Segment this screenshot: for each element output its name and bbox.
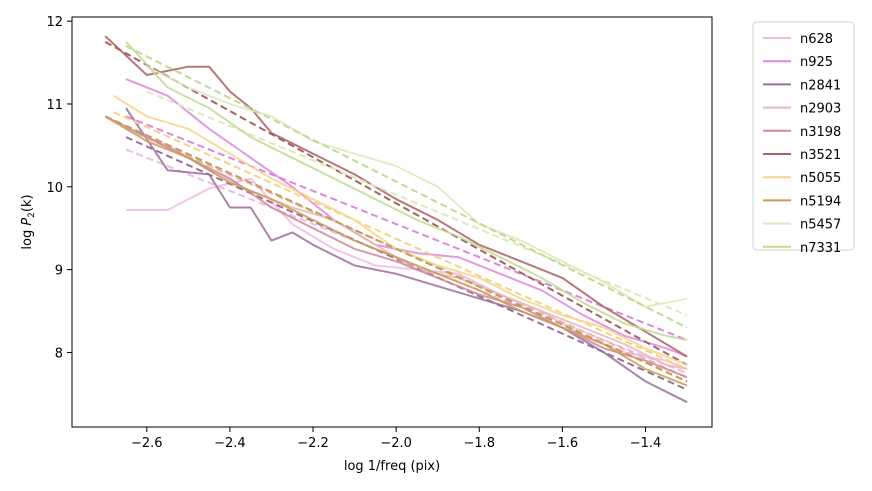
fit-line-n2841 (125, 136, 688, 391)
y-tick-label: 10 (46, 181, 63, 196)
x-axis-label: log 1/freq (pix) (344, 459, 440, 474)
series-line-n7331 (125, 41, 688, 341)
legend-label-n2903: n2903 (800, 102, 841, 117)
fit-line-n5457 (146, 90, 688, 317)
series-line-n2841 (125, 107, 688, 404)
series-line-n5457 (146, 65, 688, 308)
legend-label-n5055: n5055 (800, 171, 841, 186)
legend-label-n925: n925 (800, 55, 833, 70)
series-line-n3198 (104, 115, 688, 379)
x-tick-label: −1.6 (547, 436, 579, 451)
series-line-n925 (125, 78, 688, 358)
y-axis-label-arg: (k) (20, 194, 35, 212)
legend-label-n3521: n3521 (800, 148, 841, 163)
y-axis-label: log P2(k) (20, 194, 37, 249)
legend-box (752, 21, 855, 251)
fit-line-n5055 (113, 111, 688, 370)
series-layer (104, 35, 688, 404)
x-tick-label: −1.8 (463, 436, 495, 451)
fit-line-n925 (125, 115, 688, 341)
x-tick-label: −2.0 (380, 436, 412, 451)
x-tick-label: −2.6 (131, 436, 163, 451)
y-axis: 8 9 10 11 12 (46, 15, 72, 361)
series-line-n5194 (104, 115, 688, 387)
fit-line-n3521 (104, 40, 688, 366)
legend-label-n5457: n5457 (800, 218, 841, 233)
legend-label-n628: n628 (800, 32, 833, 47)
x-tick-label: −1.4 (630, 436, 662, 451)
fit-line-n7331 (125, 45, 688, 329)
plot-frame (71, 16, 713, 428)
x-tick-label: −2.2 (297, 436, 329, 451)
y-tick-label: 12 (46, 15, 63, 30)
legend: n628 n925 n2841 n2903 n3198 n3521 n5055 n5194 n5… (752, 21, 855, 256)
y-tick-label: 11 (46, 98, 63, 113)
y-axis-label-main: log (20, 226, 35, 250)
legend-label-n5194: n5194 (800, 194, 841, 209)
x-axis: −2.6 −2.4 −2.2 −2.0 −1.8 −1.6 −1.4 (131, 427, 661, 451)
y-tick-label: 8 (55, 346, 63, 361)
legend-label-n3198: n3198 (800, 125, 841, 140)
fit-line-n5194 (104, 115, 688, 383)
series-line-n3521 (104, 35, 688, 358)
legend-label-n2841: n2841 (800, 78, 841, 93)
fit-line-n2903 (125, 127, 688, 379)
x-tick-label: −2.4 (214, 436, 246, 451)
y-tick-label: 9 (55, 264, 63, 279)
legend-label-n7331: n7331 (800, 241, 841, 256)
y-axis-label-var: P (20, 218, 35, 226)
y-axis-label-sub: 2 (27, 212, 37, 218)
